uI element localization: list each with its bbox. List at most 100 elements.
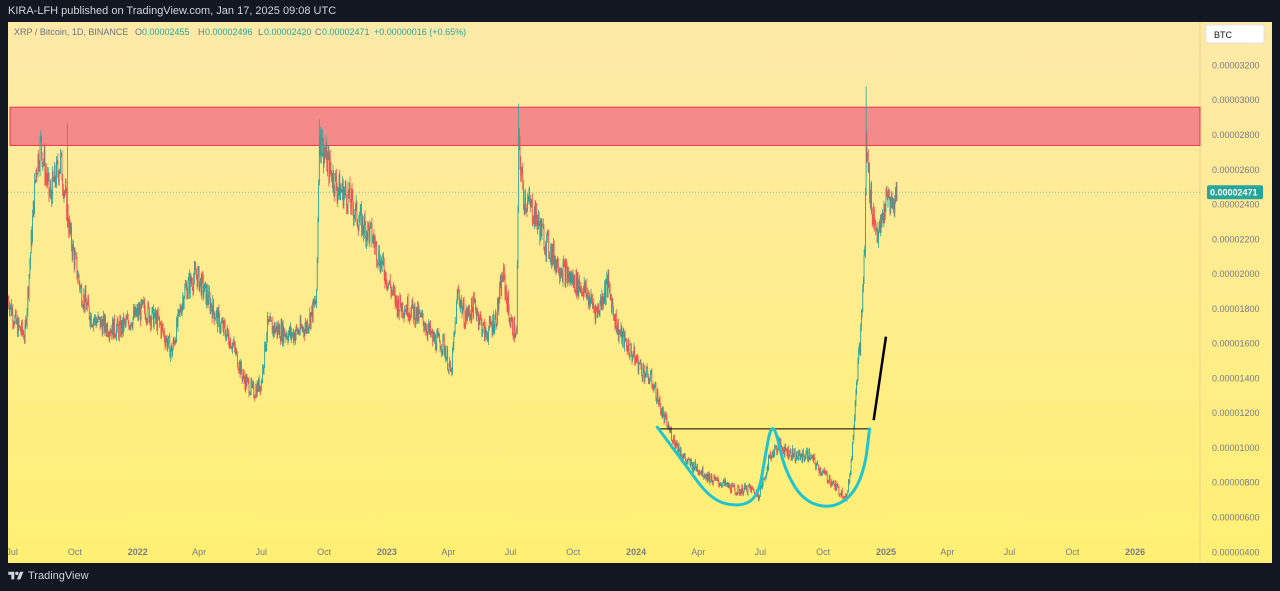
candle-body xyxy=(753,489,755,493)
candle xyxy=(99,316,100,320)
tradingview-logo[interactable]: TradingView xyxy=(8,570,89,582)
candle xyxy=(792,448,794,459)
candle-body xyxy=(635,357,636,364)
candle-body xyxy=(95,320,97,326)
candle xyxy=(436,329,438,351)
candle-body xyxy=(557,258,558,268)
candle xyxy=(264,341,266,353)
candle xyxy=(707,473,709,483)
candle xyxy=(631,350,633,365)
candle-body xyxy=(643,366,644,370)
candle xyxy=(378,245,380,267)
candle xyxy=(668,422,670,430)
candle xyxy=(558,266,560,276)
candle-body xyxy=(392,290,393,292)
candle-body xyxy=(796,451,797,460)
candle-body xyxy=(316,257,318,290)
candle xyxy=(505,284,507,304)
candle xyxy=(367,221,369,247)
candle xyxy=(829,475,831,485)
candle-body xyxy=(560,273,562,275)
candle xyxy=(47,167,49,183)
candle-body xyxy=(692,462,694,470)
high-value: 0.00002496 xyxy=(205,27,253,37)
candle-body xyxy=(844,497,846,499)
candle xyxy=(267,311,268,343)
candle-body xyxy=(506,289,507,299)
currency-badge[interactable]: BTC xyxy=(1205,24,1265,44)
candle-body xyxy=(736,494,738,495)
candle xyxy=(663,410,665,425)
candle-body xyxy=(123,320,125,330)
candle-body xyxy=(594,309,596,320)
candle-body xyxy=(426,332,428,336)
breakout-line xyxy=(872,336,888,421)
candle xyxy=(316,288,317,309)
candle-body xyxy=(521,172,522,177)
candle xyxy=(878,221,880,233)
candle xyxy=(498,296,500,316)
candle-body xyxy=(368,222,369,228)
candle-body xyxy=(122,317,124,333)
candle-body xyxy=(856,382,857,392)
candle-body xyxy=(177,311,179,326)
candle-body xyxy=(833,480,834,483)
candle-body xyxy=(17,319,19,336)
candle xyxy=(225,329,227,342)
candle xyxy=(243,369,244,380)
candle xyxy=(598,310,600,317)
candle-body xyxy=(658,397,660,406)
candle xyxy=(262,364,264,384)
candle-body xyxy=(574,275,575,290)
candle xyxy=(606,271,608,285)
candle-body xyxy=(245,376,246,389)
candle-body xyxy=(655,383,657,401)
candle-body xyxy=(174,341,175,345)
candle xyxy=(457,287,459,300)
candle xyxy=(796,450,798,459)
candle-body xyxy=(149,316,151,323)
chart-area[interactable]: 0.00003200 0.00003000 0.00002800 0.00002600… xyxy=(6,22,1272,563)
candle xyxy=(165,336,167,343)
price-axis[interactable]: 0.000032000.000030000.000028000.00002600… xyxy=(1212,60,1260,557)
candle xyxy=(78,273,80,286)
candle xyxy=(222,316,224,333)
tradingview-logo-icon xyxy=(8,571,24,580)
candle xyxy=(456,289,458,305)
candle-body xyxy=(93,320,95,321)
candle-body xyxy=(92,325,94,327)
candle xyxy=(540,217,541,242)
candle xyxy=(583,286,584,301)
candle xyxy=(511,316,513,322)
candle-body xyxy=(221,322,223,323)
candle xyxy=(263,364,265,376)
candle xyxy=(271,316,273,334)
candle-body xyxy=(559,273,561,278)
candle-body xyxy=(237,366,239,370)
time-tick-label: Oct xyxy=(1065,547,1080,557)
candle xyxy=(611,293,612,314)
candle-body xyxy=(427,328,429,336)
candle-body xyxy=(396,295,397,303)
candle-body xyxy=(293,332,294,342)
candle xyxy=(350,198,352,215)
candle-body xyxy=(79,281,81,290)
candle xyxy=(38,150,40,172)
candle xyxy=(387,282,389,290)
candle-body xyxy=(553,244,555,266)
candle xyxy=(710,480,711,483)
candle xyxy=(895,181,897,202)
candle xyxy=(181,306,182,316)
candle-body xyxy=(488,318,490,330)
candle xyxy=(547,228,549,237)
candle-body xyxy=(54,166,56,182)
candle-body xyxy=(82,304,83,307)
candle-body xyxy=(659,397,661,404)
candle-body xyxy=(858,343,860,350)
price-chart[interactable]: 0.000032000.000030000.000028000.00002600… xyxy=(6,22,1272,563)
candle xyxy=(244,375,246,391)
time-axis[interactable]: Jul Oct 2022 Apr Jul Oct 2023 Apr Jul Oct 2024 Apr J… xyxy=(6,547,1145,557)
candle xyxy=(889,196,891,216)
time-tick-label: Oct xyxy=(566,547,581,557)
candle-body xyxy=(91,325,93,327)
